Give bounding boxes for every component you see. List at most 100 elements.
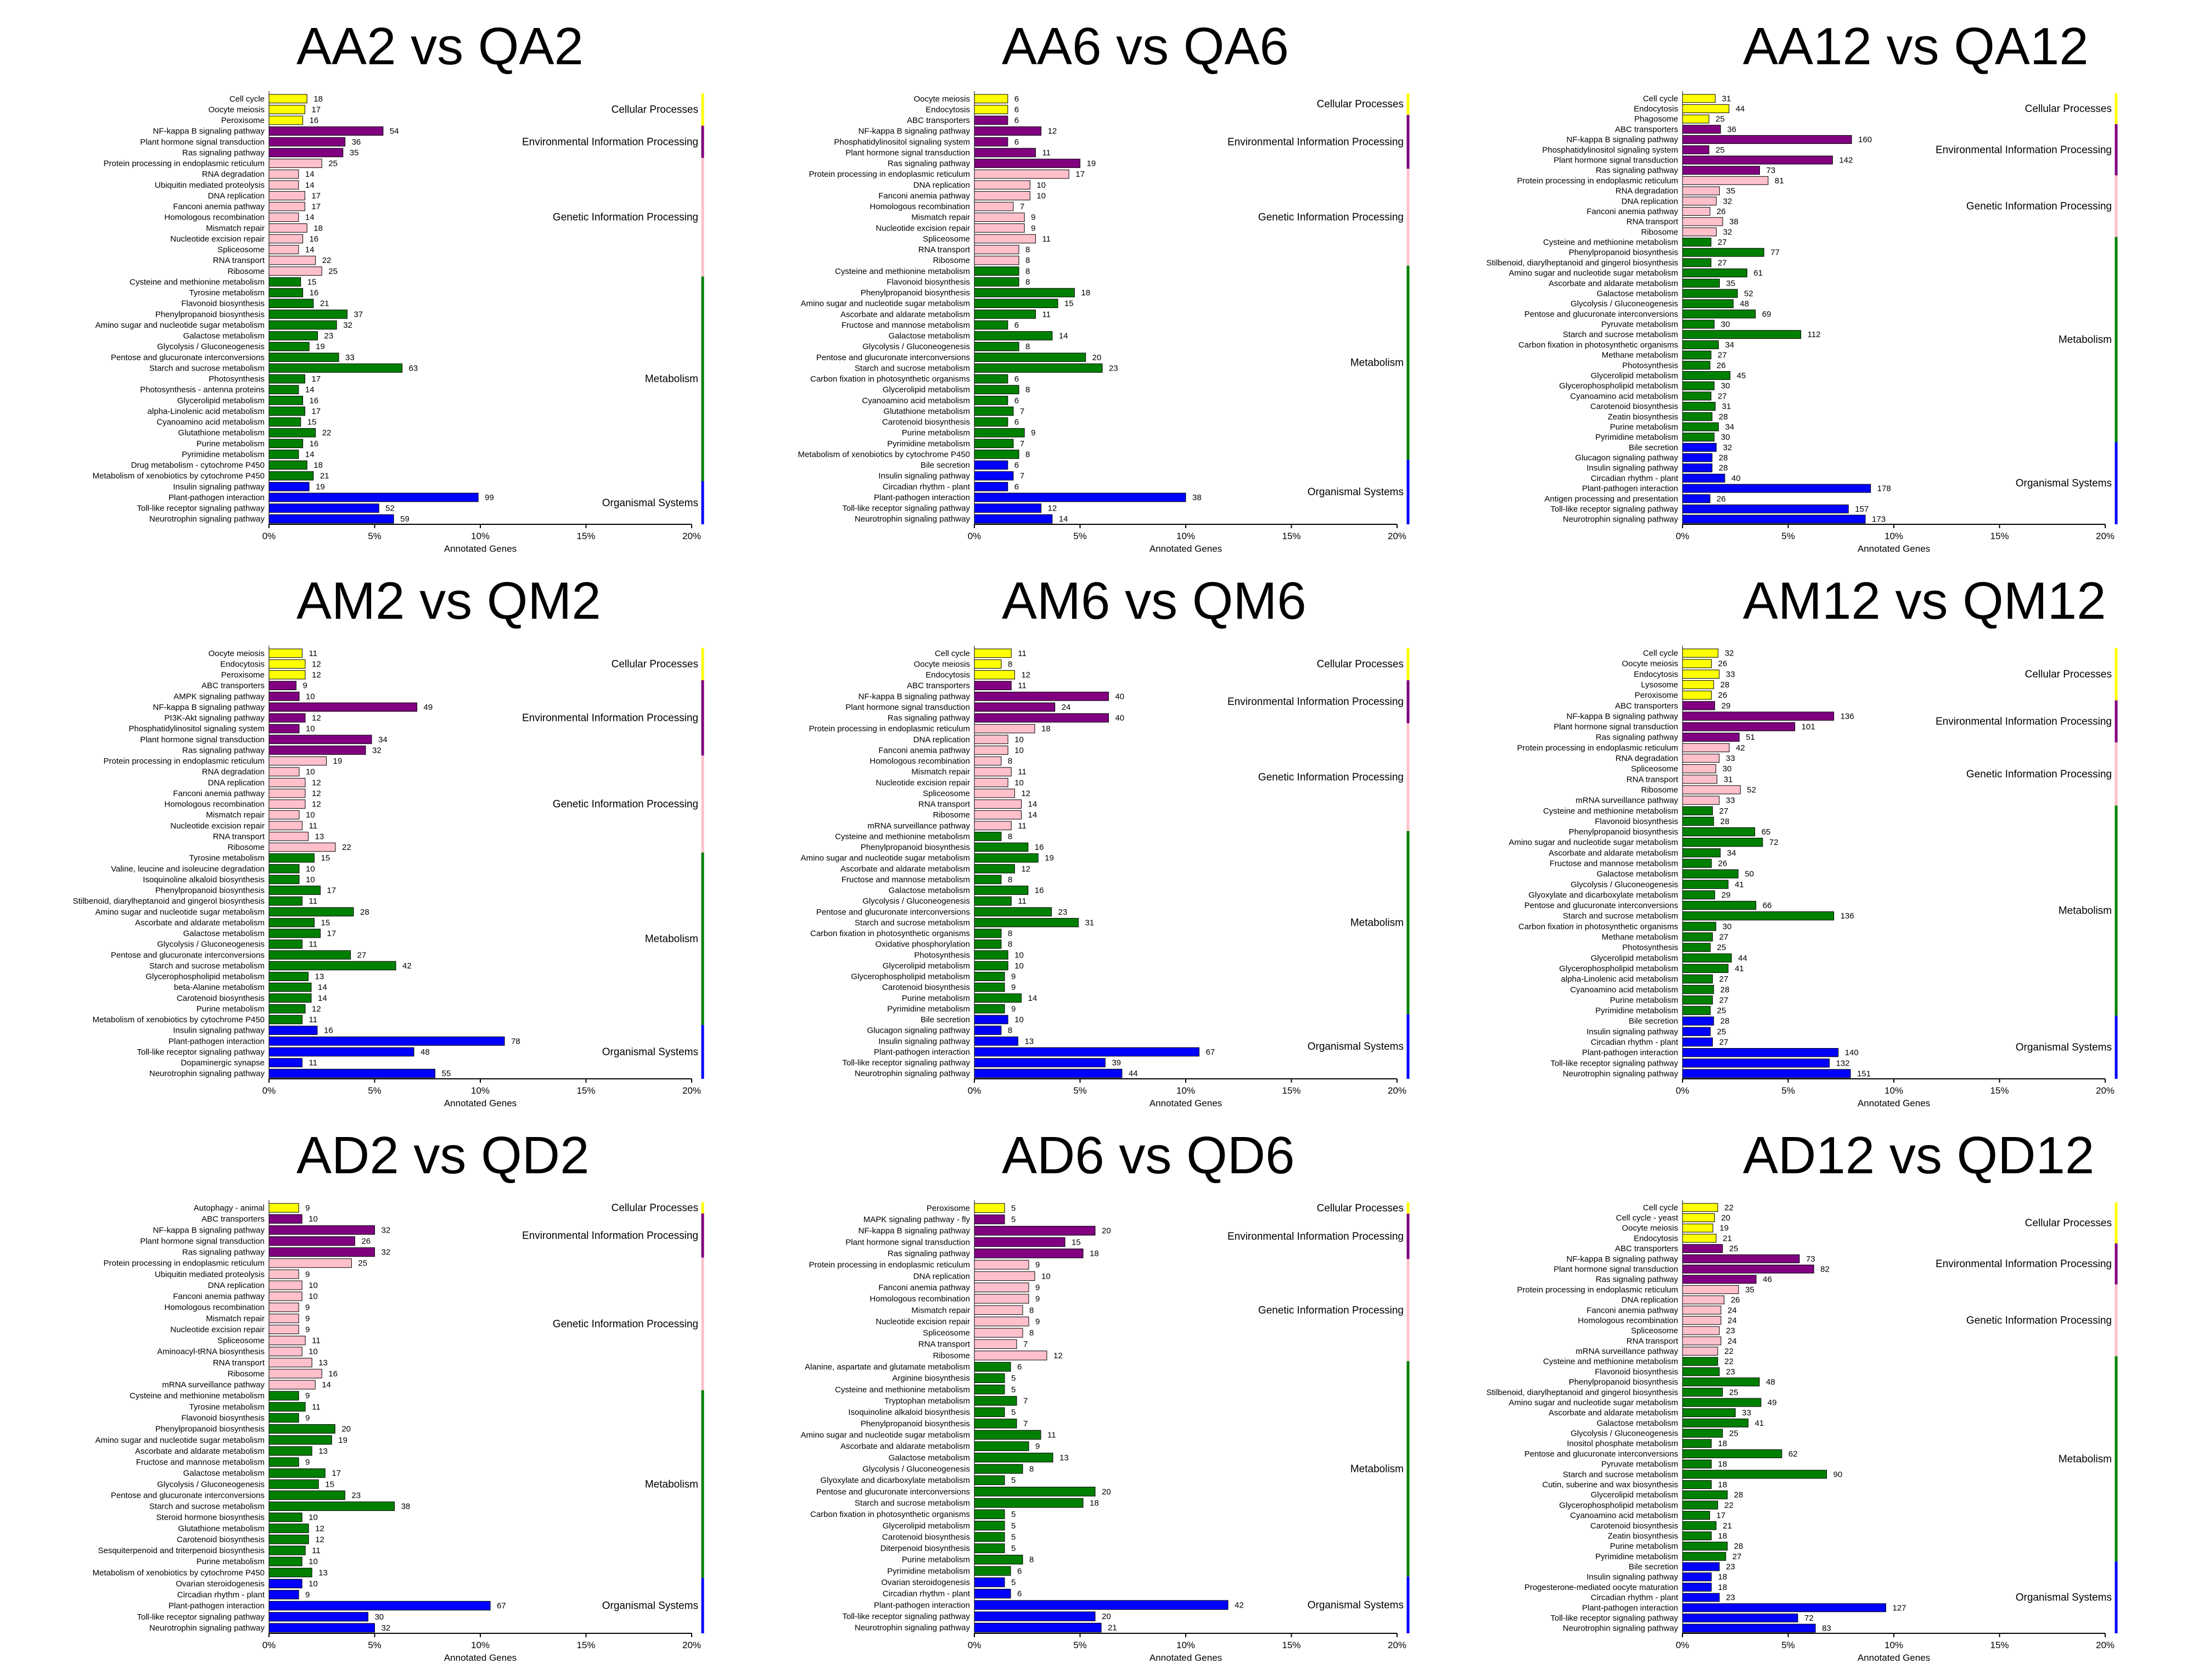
- category-label: Endocytosis: [1634, 104, 1678, 114]
- x-tick-label: 5%: [1781, 1085, 1795, 1096]
- bar: [268, 918, 315, 927]
- bar: [974, 691, 1109, 701]
- category-label: Circadian rhythm - plant: [883, 1589, 971, 1599]
- category-label: Circadian rhythm - plant: [177, 1591, 265, 1600]
- category-label: Methane metabolism: [1602, 351, 1678, 360]
- value-label: 33: [1726, 796, 1735, 805]
- category-label: Phagosome: [1634, 115, 1678, 124]
- value-label: 23: [1726, 1563, 1735, 1572]
- value-label: 11: [1018, 897, 1027, 906]
- x-tick-label: 10%: [1885, 1640, 1903, 1650]
- value-label: 27: [1718, 391, 1727, 401]
- category-label: Plant-pathogen interaction: [169, 493, 265, 502]
- group-label: Organismal Systems: [1308, 1599, 1404, 1611]
- category-label: Phosphatidylinositol signaling system: [128, 724, 265, 733]
- bar: [268, 1567, 312, 1577]
- category-label: Oxidative phosphorylation: [875, 940, 970, 949]
- bar: [974, 1248, 1084, 1258]
- bar: [1682, 1613, 1798, 1622]
- bar: [268, 1457, 299, 1467]
- x-tick-label: 15%: [1282, 531, 1300, 541]
- x-tick-label: 20%: [2096, 1640, 2115, 1650]
- bar: [974, 681, 1012, 691]
- value-label: 26: [1718, 691, 1728, 700]
- value-label: 16: [310, 288, 319, 298]
- value-label: 12: [312, 800, 321, 809]
- bar: [974, 341, 1019, 351]
- value-label: 6: [1014, 105, 1019, 114]
- bar: [268, 406, 305, 416]
- bar: [974, 982, 1005, 992]
- category-label: Ras signaling pathway: [1596, 733, 1679, 742]
- bar: [974, 137, 1008, 147]
- category-label: RNA degradation: [1616, 754, 1678, 763]
- value-label: 9: [1011, 983, 1016, 992]
- category-label: Starch and sucrose metabolism: [149, 1502, 265, 1511]
- bar: [1682, 391, 1712, 401]
- category-label: RNA transport: [1627, 217, 1679, 227]
- bar: [268, 1236, 355, 1246]
- category-label: Ras signaling pathway: [182, 148, 265, 158]
- category-label: Glycerolipid metabolism: [1591, 1491, 1678, 1500]
- category-label: Oocyte meiosis: [913, 94, 970, 104]
- bar: [1682, 1603, 1886, 1612]
- value-label: 54: [390, 127, 399, 136]
- bar: [974, 126, 1042, 136]
- group-label: Environmental Information Processing: [522, 136, 698, 148]
- category-label: DNA replication: [913, 735, 970, 744]
- category-label: Amino sugar and nucleotide sugar metabol…: [800, 854, 970, 863]
- bar: [1682, 1490, 1728, 1499]
- x-tick-label: 0%: [262, 531, 276, 541]
- value-label: 17: [1717, 1511, 1726, 1520]
- category-label: Spliceosome: [923, 1329, 970, 1338]
- value-label: 65: [1762, 827, 1771, 837]
- value-label: 14: [1028, 810, 1038, 820]
- bar: [268, 886, 321, 895]
- value-label: 28: [1720, 680, 1730, 690]
- category-label: Ascorbate and aldarate metabolism: [840, 1442, 970, 1451]
- bar: [1682, 206, 1711, 216]
- value-label: 23: [324, 332, 334, 341]
- value-label: 32: [1723, 227, 1732, 237]
- bar: [974, 735, 1008, 744]
- value-label: 26: [361, 1236, 371, 1246]
- value-label: 20: [1721, 1213, 1730, 1223]
- value-label: 6: [1014, 461, 1019, 470]
- value-label: 59: [400, 514, 410, 524]
- value-label: 25: [1729, 1244, 1739, 1253]
- category-label: Carotenoid biosynthesis: [1590, 1521, 1678, 1531]
- chart-panel: AM2 vs QM2 Oocyte meiosis 11 Endocytosis 12…: [22, 565, 736, 1115]
- value-label: 10: [1041, 1272, 1051, 1281]
- category-label: Photosynthesis: [1622, 361, 1678, 370]
- group-label: Environmental Information Processing: [1227, 696, 1404, 708]
- bar: [974, 1385, 1005, 1395]
- chart-panel: AA2 vs QA2 Cell cycle 18 Oocyte meiosis 17 P…: [22, 11, 736, 560]
- category-label: Insulin signaling pathway: [173, 1026, 265, 1035]
- group-label: Metabolism: [645, 933, 698, 945]
- value-label: 19: [1087, 159, 1096, 169]
- x-tick-label: 20%: [682, 1085, 701, 1096]
- bar: [268, 821, 302, 831]
- bar: [1682, 1059, 1830, 1068]
- bar: [1682, 764, 1717, 774]
- bar: [974, 1396, 1017, 1406]
- value-label: 32: [382, 1225, 391, 1235]
- value-label: 6: [1014, 116, 1019, 125]
- bar: [1682, 669, 1720, 679]
- bar: [1682, 816, 1714, 826]
- bar: [268, 514, 394, 524]
- x-tick-label: 15%: [1990, 1085, 2009, 1096]
- value-label: 34: [378, 735, 388, 744]
- value-label: 19: [316, 482, 325, 491]
- x-tick-label: 10%: [1885, 531, 1903, 541]
- category-label: Starch and sucrose metabolism: [855, 918, 970, 927]
- bar: [1682, 732, 1740, 742]
- bar: [974, 648, 1012, 658]
- category-label: Nucleotide excision repair: [170, 1325, 265, 1334]
- x-tick-label: 15%: [1282, 1085, 1300, 1096]
- category-label: Carotenoid biosynthesis: [882, 1532, 970, 1542]
- value-label: 7: [1020, 472, 1024, 481]
- bar: [268, 201, 305, 211]
- value-label: 13: [1024, 1037, 1034, 1046]
- value-label: 29: [1721, 891, 1731, 900]
